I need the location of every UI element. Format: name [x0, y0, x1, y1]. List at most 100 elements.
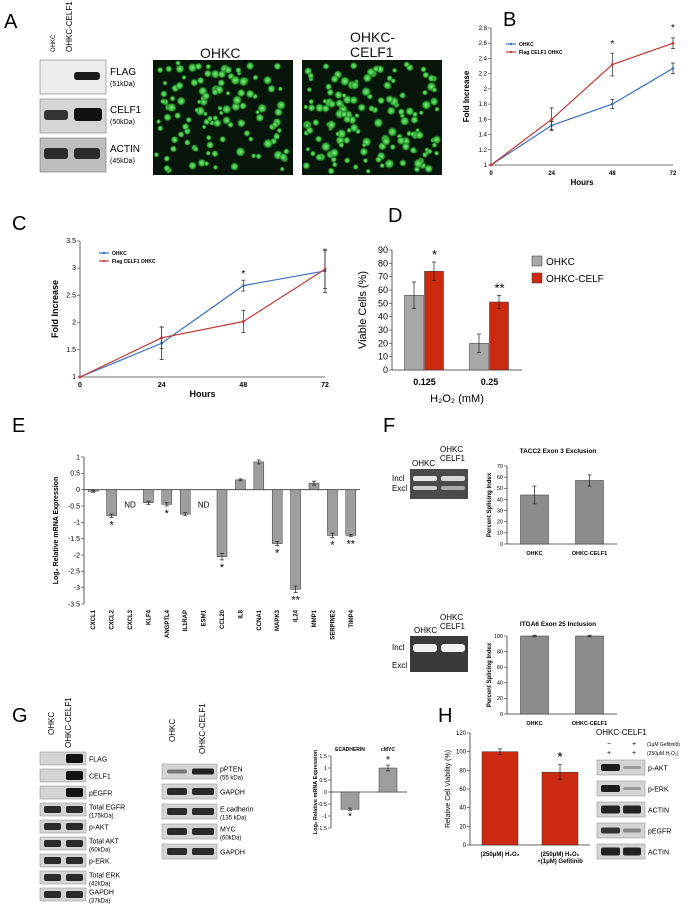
y-tick-label: -2 [74, 552, 80, 559]
category-label: MAPK3 [275, 609, 281, 631]
cell-dot [307, 72, 315, 80]
bar [179, 489, 191, 515]
blot-band [66, 840, 83, 847]
blot-band [44, 806, 61, 813]
chart-b-fold-increase: 1 1.2 1.4 1.6 1.8 2 2.2 2.4 2.6 2.8 0 24 48 72 Hours Fo… [462, 23, 677, 187]
series-line-0 [79, 270, 326, 378]
data-point [241, 284, 245, 288]
blot-label: CELF1 [89, 774, 111, 781]
legend-label: Flag CELF1 OHKC [112, 259, 156, 265]
panel-letter-a: A [4, 11, 18, 33]
category-label: IL1RAP [183, 610, 189, 631]
treat-gef: (1μM Gefitinib) [647, 742, 680, 748]
blot-label: GAPDH [89, 890, 114, 897]
blot-background [161, 843, 218, 860]
y-tick-label: 1.8 [479, 102, 488, 108]
cell-dot [333, 90, 344, 100]
cell-dot [169, 145, 178, 153]
cell-dot [163, 112, 172, 122]
cell-dot [349, 61, 358, 70]
cell-dot [174, 63, 185, 74]
gel-lane-ohkc: OHKC [412, 459, 435, 468]
blot-strip-actin: ACTIN [596, 843, 669, 860]
cell-dot [338, 141, 345, 149]
sign-gef-1: − [607, 741, 611, 748]
blot-background [161, 763, 218, 780]
bar [235, 479, 246, 490]
sign-gef-2: + [632, 741, 636, 748]
cell-dot [245, 61, 255, 71]
cell-dot [409, 131, 416, 137]
panel-f-gel-2: OHKC OHKC CELF1 Incl Excl [392, 613, 468, 672]
y-tick-label: 60 [497, 665, 503, 671]
cell-dot [383, 158, 395, 170]
cell-dot [176, 96, 187, 107]
data-point [550, 117, 554, 121]
category-label: IL24 [294, 609, 300, 622]
y-tick-label: 1.6 [479, 117, 488, 123]
y-tick-label: 0 [500, 542, 503, 548]
cell-dot [343, 156, 351, 164]
category-label: cMYC [381, 747, 395, 753]
blot-kda: (175kDa) [89, 814, 114, 820]
cell-dot [271, 121, 279, 129]
panel-letter-c: C [12, 213, 26, 235]
micrograph-ohkc: OHKC [153, 45, 293, 175]
category-label: IL8 [238, 609, 244, 618]
blot-kda: (42kDa) [89, 882, 110, 888]
y-tick-label: 0 [76, 487, 80, 494]
series-line-0 [490, 67, 674, 166]
y-tick-label: 0 [500, 712, 503, 718]
gel-lane-ohkc-celf1: OHKC CELF1 [440, 613, 465, 631]
cell-dot [221, 115, 232, 126]
cell-dot [334, 131, 341, 137]
blot-band [167, 848, 187, 855]
cell-dot [255, 153, 262, 160]
y-tick-label: 100 [456, 750, 467, 756]
data-point [610, 102, 614, 106]
cell-dot [379, 162, 386, 169]
cell-dot [181, 122, 190, 131]
blot-band [167, 788, 187, 795]
data-point [610, 63, 614, 66]
data-point [671, 41, 675, 45]
panel-a-blot: OHKC OHKC-CELF1 FLAG (51kDa) CELF1 (50kD… [39, 1, 142, 173]
category-label: KLF4 [146, 609, 152, 625]
category-label: CXCL3 [128, 609, 134, 629]
blot-strip-p-erk: p-ERK [39, 853, 110, 868]
y-tick-label: 2 [484, 87, 488, 93]
y-tick-label: 2.8 [479, 26, 488, 32]
category-label: SERPINE2 [330, 609, 336, 639]
blot-strip-celf1: CELF1 [39, 768, 111, 783]
cell-dot [234, 66, 242, 74]
significance-star: * [348, 811, 352, 822]
category-label: ECADHERIN [335, 747, 365, 753]
cell-dot [159, 98, 167, 105]
significance-star: * [557, 749, 563, 765]
y-tick-label: 40 [497, 497, 503, 503]
blot-strip-pegfr: pEGFR [596, 822, 671, 839]
blot-strip-p-erk: p-ERK [596, 780, 669, 797]
x-tick-label: 0 [78, 382, 82, 389]
blot-background [161, 803, 218, 820]
series-line-1 [79, 268, 326, 378]
panel-letter-d: D [388, 205, 402, 227]
blot-band [66, 771, 83, 780]
cell-dot [202, 111, 209, 117]
cell-dot [385, 94, 395, 104]
gel-lane-ohkc-celf1: OHKC CELF1 [440, 445, 465, 463]
x-tick-label: 0 [489, 171, 493, 177]
category-label: CCL20 [220, 609, 226, 629]
significance-star: * [165, 508, 170, 520]
panel-g-blot-mid: OHKC OHKC-CELF1 pPTEN (55 kDa) GAPDH E cadh… [161, 703, 254, 860]
bar [290, 489, 301, 590]
cell-dot [397, 107, 406, 116]
blot-band [623, 847, 641, 856]
y-tick-label: -0.5 [68, 503, 80, 510]
cell-dot [357, 102, 367, 113]
cell-dot [307, 103, 316, 113]
cell-dot [256, 102, 268, 114]
blot-kda-actin: (45kDa) [110, 158, 135, 165]
blot-band [623, 787, 641, 790]
blot-strip-myc: MYC (60kDa) [161, 823, 241, 842]
